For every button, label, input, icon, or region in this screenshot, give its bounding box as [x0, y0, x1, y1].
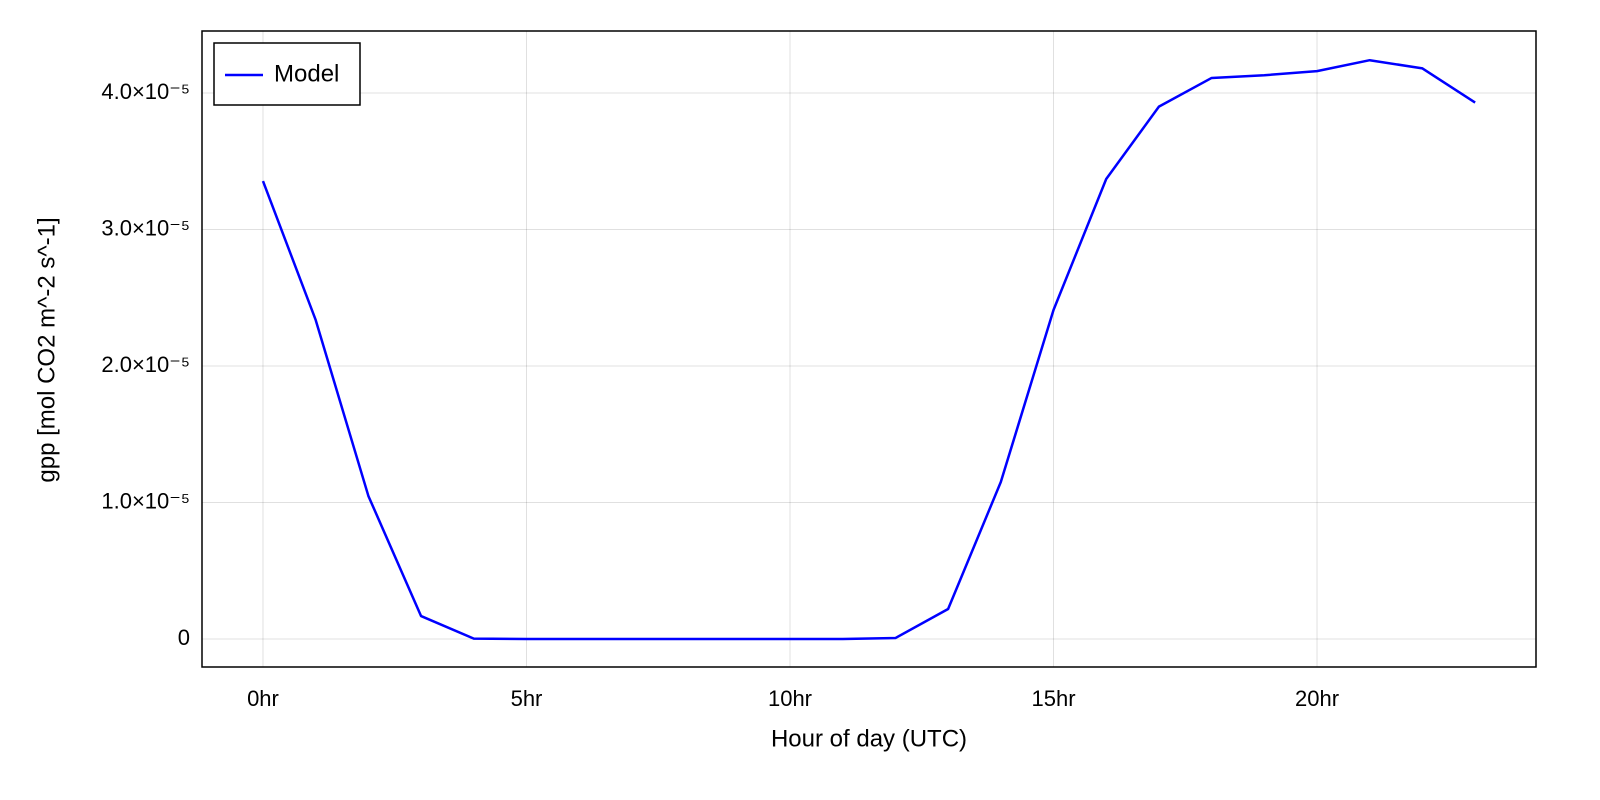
x-tick-label: 5hr: [511, 686, 543, 711]
y-tick-label: 2.0×10⁻⁵: [101, 352, 190, 377]
x-axis-title: Hour of day (UTC): [771, 725, 967, 752]
legend-label: Model: [274, 60, 339, 87]
x-tick-label: 15hr: [1031, 686, 1075, 711]
y-tick-label: 0: [178, 625, 190, 650]
x-tick-label: 10hr: [768, 686, 812, 711]
data-line: [261, 58, 1476, 641]
plot-frame: [201, 30, 1537, 668]
y-axis-title: gpp [mol CO2 m^-2 s^-1]: [33, 217, 60, 482]
x-tick-label: 0hr: [247, 686, 279, 711]
y-tick-label: 4.0×10⁻⁵: [101, 79, 190, 104]
y-tick-label: 3.0×10⁻⁵: [101, 215, 190, 240]
x-tick-label: 20hr: [1295, 686, 1339, 711]
y-tick-label: 1.0×10⁻⁵: [101, 488, 190, 513]
